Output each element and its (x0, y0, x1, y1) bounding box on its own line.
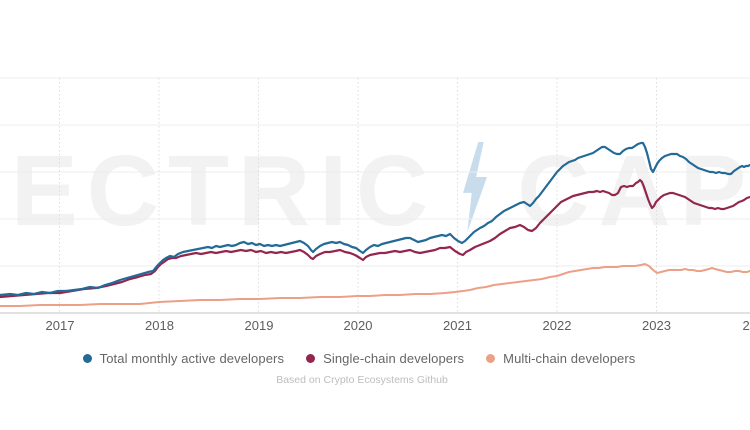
x-axis-label-2019: 2019 (244, 318, 274, 333)
x-axis-label-2020: 2020 (343, 318, 373, 333)
x-axis-label-2024: 2024 (742, 318, 750, 333)
legend-dot-multi-chain (486, 354, 496, 363)
x-axis-label-2021: 2021 (443, 318, 472, 333)
x-axis-label-2023: 2023 (642, 318, 671, 333)
chart-legend: Total monthly active developers Single-c… (0, 351, 734, 366)
watermark-left-text: ECTRIC (11, 135, 438, 247)
chart-source-caption: Based on Crypto Ecosystems Github (276, 374, 448, 386)
legend-dot-single-chain (306, 354, 316, 363)
x-axis-label-2017: 2017 (45, 318, 75, 333)
x-axis-label-2022: 2022 (542, 318, 572, 333)
legend-label-multi-chain: Multi-chain developers (503, 351, 636, 366)
x-axis-label-2018: 2018 (145, 318, 174, 333)
legend-label-total: Total monthly active developers (99, 351, 285, 366)
legend-item-total: Total monthly active developers (82, 351, 285, 366)
legend-item-single-chain: Single-chain developers (306, 351, 464, 366)
electric-capital-watermark: ECTRIC CAPIT (11, 135, 750, 247)
watermark-right-text: CAPIT (517, 135, 750, 247)
legend-item-multi-chain: Multi-chain developers (486, 351, 635, 366)
legend-dot-total (82, 354, 92, 363)
lightning-bolt-icon (463, 142, 488, 232)
legend-label-single-chain: Single-chain developers (323, 351, 465, 366)
